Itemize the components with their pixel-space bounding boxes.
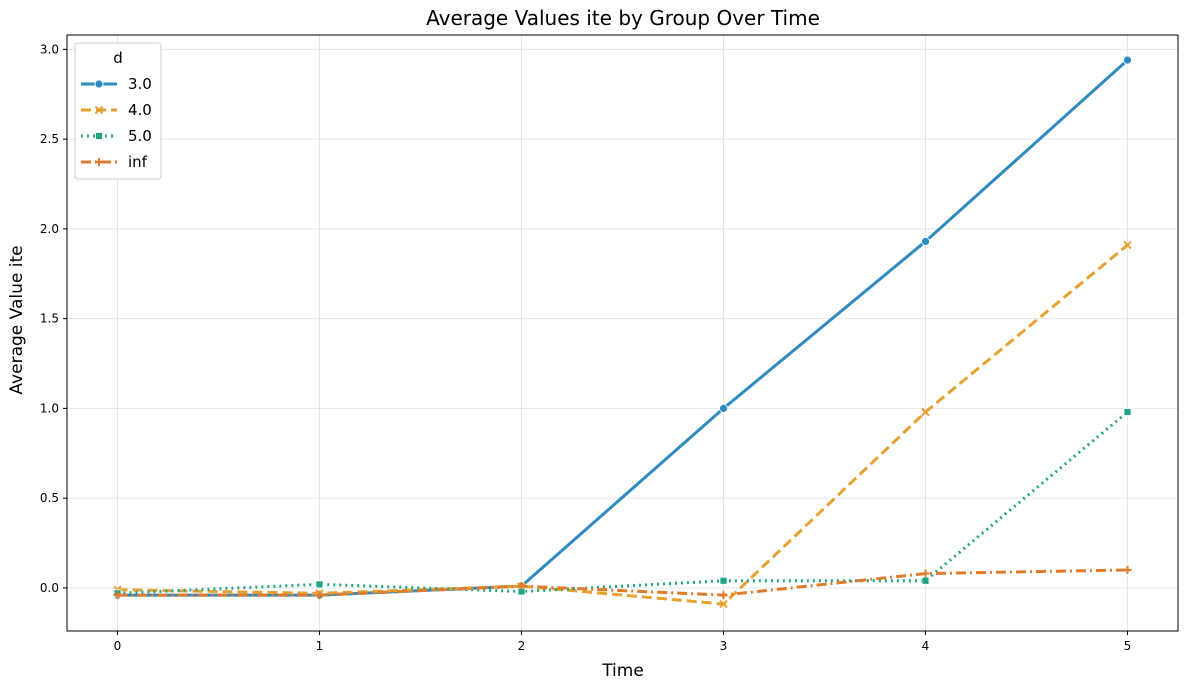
legend-item: 5.0 <box>81 127 152 145</box>
legend-marker <box>95 132 103 140</box>
x-tick-label: 3 <box>720 639 728 653</box>
y-tick-label: 0.5 <box>40 491 59 505</box>
data-point <box>1123 565 1132 574</box>
plot-frame <box>66 34 1179 632</box>
legend-label: 4.0 <box>128 101 152 119</box>
x-axis-title: Time <box>601 661 644 681</box>
legend-marker <box>94 79 104 89</box>
legend-label: inf <box>128 153 148 171</box>
series-line <box>117 243 1129 606</box>
legend-frame <box>74 42 162 180</box>
y-tick-label: 2.5 <box>40 132 59 146</box>
chart-title: Average Values ite by Group Over Time <box>426 6 820 30</box>
data-point <box>719 599 728 609</box>
y-axis: 0.0 0.5 1.0 1.5 2.0 2.5 3.0 <box>40 42 67 595</box>
data-point <box>719 576 728 585</box>
legend-items: 3.0 4.0 5.0 inf <box>81 75 152 171</box>
data-point <box>1123 240 1132 250</box>
y-tick-label: 1.5 <box>40 312 59 326</box>
data-point <box>921 576 930 585</box>
legend: d 3.0 4.0 5.0 inf <box>74 42 162 180</box>
data-point <box>921 569 930 578</box>
y-axis-title: Average Value ite <box>7 245 27 394</box>
series-line <box>117 410 1129 595</box>
legend-label: 3.0 <box>128 75 152 93</box>
x-axis: 0 1 2 3 4 5 <box>114 631 1132 653</box>
series-layer <box>113 55 1132 609</box>
data-point <box>315 580 324 589</box>
legend-marker <box>94 105 104 115</box>
legend-item: inf <box>81 153 148 171</box>
x-tick-label: 0 <box>114 639 122 653</box>
data-point <box>921 407 930 417</box>
series-line <box>117 568 1128 597</box>
legend-marker <box>95 158 103 166</box>
legend-item: 4.0 <box>81 101 152 119</box>
y-tick-label: 3.0 <box>40 42 59 56</box>
legend-item: 3.0 <box>81 75 152 93</box>
x-tick-label: 4 <box>922 639 930 653</box>
data-point <box>719 403 728 413</box>
data-point <box>315 591 324 600</box>
data-point <box>517 582 526 591</box>
x-tick-label: 5 <box>1124 639 1132 653</box>
y-tick-label: 2.0 <box>40 222 59 236</box>
y-tick-label: 0.0 <box>40 581 59 595</box>
y-tick-label: 1.0 <box>40 401 59 415</box>
data-point <box>1123 408 1132 416</box>
grid <box>67 35 1178 631</box>
data-point <box>921 237 930 246</box>
x-tick-label: 1 <box>316 639 324 653</box>
data-point <box>1123 55 1132 65</box>
series-inf <box>113 565 1132 600</box>
data-point <box>719 591 728 600</box>
legend-label: 5.0 <box>128 127 152 145</box>
data-point <box>113 591 122 600</box>
legend-title: d <box>113 49 123 67</box>
x-tick-label: 2 <box>518 639 526 653</box>
